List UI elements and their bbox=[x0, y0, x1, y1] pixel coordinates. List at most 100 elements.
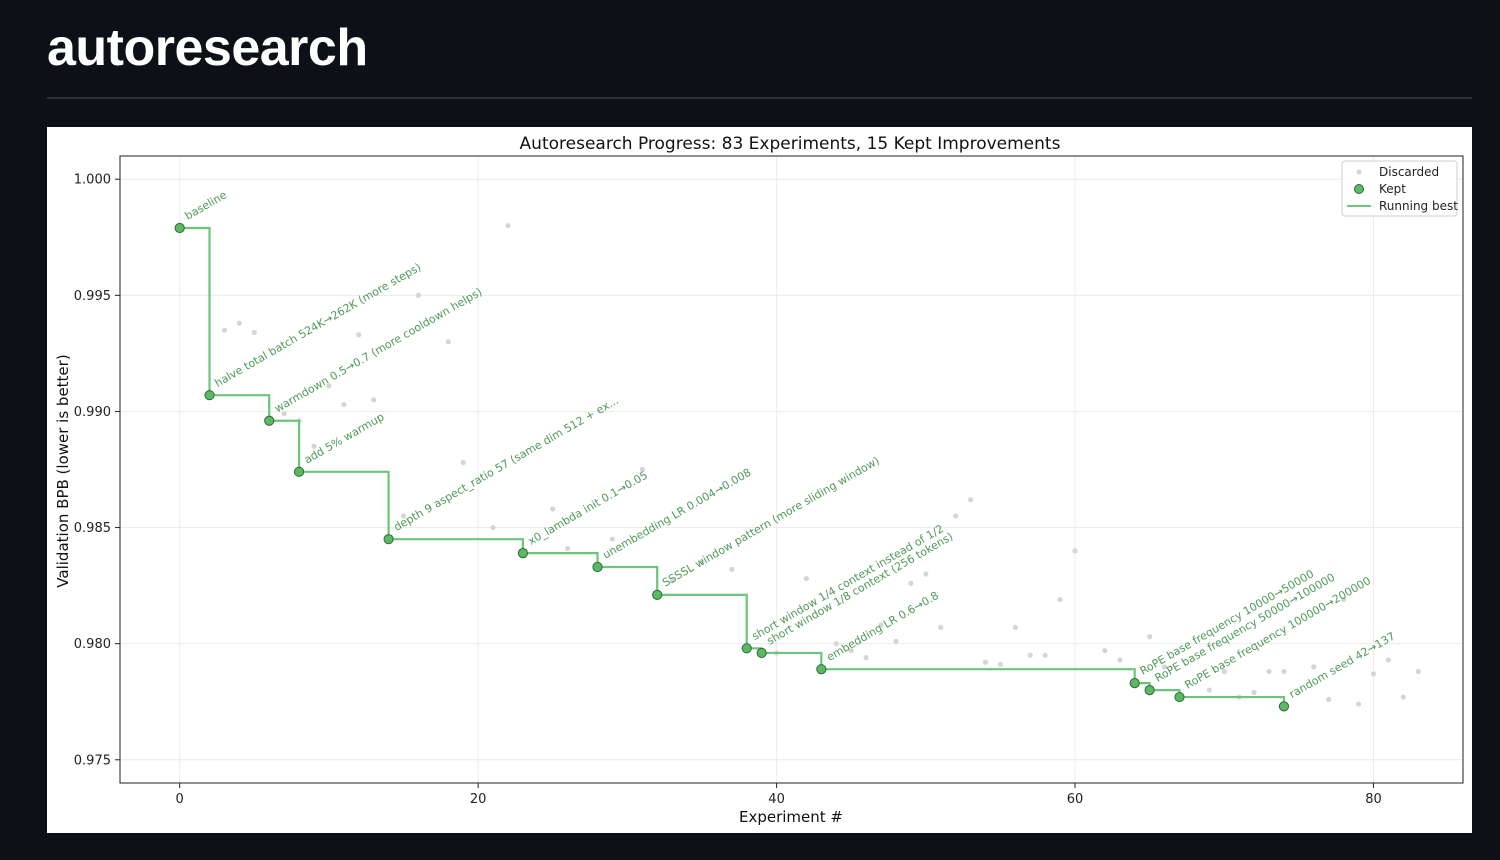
discarded-point bbox=[1400, 694, 1406, 700]
kept-annotation: random seed 42→137 bbox=[1287, 630, 1398, 701]
kept-annotation: warmdown 0.5→0.7 (more cooldown helps) bbox=[272, 285, 484, 415]
y-tick-label: 0.990 bbox=[74, 405, 111, 420]
legend-discarded-label: Discarded bbox=[1379, 165, 1439, 179]
discarded-point bbox=[1161, 664, 1168, 670]
discarded-point bbox=[1057, 596, 1063, 603]
y-tick-label: 0.995 bbox=[74, 289, 111, 304]
kept-point bbox=[756, 647, 767, 659]
discarded-point bbox=[1042, 652, 1048, 658]
discarded-point bbox=[967, 497, 974, 503]
discarded-point bbox=[938, 624, 944, 631]
kept-point bbox=[293, 466, 305, 477]
discarded-point bbox=[445, 339, 451, 345]
discarded-point bbox=[550, 506, 556, 512]
kept-point bbox=[1278, 701, 1290, 712]
kept-annotation: RoPE base frequency 50000→100000 bbox=[1153, 571, 1338, 685]
kept-point bbox=[741, 643, 752, 654]
discarded-point bbox=[1266, 668, 1272, 675]
discarded-point bbox=[1311, 664, 1317, 670]
discarded-point bbox=[505, 223, 511, 229]
discarded-point bbox=[251, 329, 257, 336]
plot-frame bbox=[119, 155, 1464, 784]
discarded-point bbox=[1147, 634, 1153, 640]
discarded-point bbox=[311, 443, 317, 449]
discarded-point bbox=[326, 383, 332, 389]
legend: Discarded Kept Running best bbox=[1341, 160, 1458, 217]
running-best-line bbox=[179, 226, 1286, 707]
legend-kept-marker bbox=[1354, 184, 1364, 194]
discarded-point bbox=[863, 655, 869, 661]
discarded-point bbox=[908, 580, 914, 586]
discarded-point bbox=[833, 641, 839, 647]
discarded-point bbox=[1072, 548, 1078, 554]
kept-point bbox=[652, 589, 663, 600]
kept-point bbox=[383, 534, 394, 545]
data-layer: baseline halve total batch 524K→262K (mor… bbox=[174, 188, 1421, 712]
kept-point bbox=[1174, 691, 1185, 703]
discarded-point bbox=[803, 576, 810, 582]
discarded-point bbox=[1355, 701, 1362, 707]
discarded-point bbox=[1385, 657, 1391, 663]
discarded-point bbox=[490, 524, 496, 531]
discarded-point bbox=[400, 513, 407, 519]
discarded-point bbox=[699, 559, 705, 565]
discarded-point bbox=[1027, 652, 1033, 658]
kept-annotation: halve total batch 524K→262K (more steps) bbox=[213, 261, 424, 390]
y-tick-label: 1.000 bbox=[74, 173, 111, 188]
discarded-point bbox=[639, 466, 645, 473]
discarded-point bbox=[341, 401, 347, 408]
discarded-point bbox=[281, 411, 287, 417]
x-tick-label: 20 bbox=[470, 792, 487, 807]
grid-layer bbox=[120, 156, 1463, 783]
kept-point bbox=[264, 415, 275, 426]
kept-point bbox=[1144, 685, 1155, 696]
kept-point bbox=[174, 222, 185, 234]
discarded-point bbox=[953, 513, 959, 519]
discarded-point bbox=[1370, 671, 1377, 677]
kept-annotation: short window 1/8 context (256 tokens) bbox=[765, 530, 956, 648]
discarded-point bbox=[236, 320, 242, 326]
y-axis-label: Validation BPB (lower is better) bbox=[54, 354, 72, 587]
discarded-point bbox=[1012, 624, 1018, 631]
y-tick-label: 0.980 bbox=[74, 637, 111, 652]
discarded-point bbox=[893, 638, 899, 644]
discarded-point bbox=[565, 545, 571, 552]
y-tick-label: 0.985 bbox=[74, 521, 111, 536]
axes-layer: 0 20 40 60 80 0.975 0.980 0.985 0.990 0.995 1.000 bbox=[74, 173, 1382, 807]
discarded-point bbox=[1326, 696, 1332, 703]
progress-chart: Autoresearch Progress: 83 Experiments, 1… bbox=[54, 134, 1464, 826]
discarded-point bbox=[1206, 687, 1212, 693]
x-tick-label: 80 bbox=[1365, 792, 1382, 807]
title-divider bbox=[47, 97, 1472, 99]
discarded-point bbox=[923, 571, 929, 577]
discarded-point bbox=[1117, 657, 1123, 663]
discarded-point bbox=[609, 536, 616, 542]
legend-frame bbox=[1341, 160, 1458, 217]
discarded-point bbox=[1251, 689, 1257, 696]
kept-annotation: baseline bbox=[183, 188, 230, 222]
y-tick-label: 0.975 bbox=[74, 753, 111, 768]
kept-point bbox=[517, 548, 528, 559]
kept-point bbox=[1129, 678, 1140, 689]
page-title: autoresearch bbox=[47, 19, 368, 77]
discarded-point bbox=[460, 459, 466, 466]
legend-kept-label: Kept bbox=[1379, 182, 1406, 196]
discarded-point bbox=[1102, 648, 1108, 654]
discarded-point bbox=[356, 332, 362, 338]
kept-point bbox=[816, 664, 827, 675]
x-tick-label: 60 bbox=[1067, 792, 1084, 807]
discarded-point bbox=[729, 566, 735, 572]
legend-running-best-label: Running best bbox=[1379, 199, 1458, 213]
kept-annotation: short window 1/4 context instead of 1/2 bbox=[750, 522, 946, 643]
discarded-point bbox=[1281, 668, 1287, 675]
discarded-point bbox=[1221, 668, 1227, 675]
kept-annotation: SSSSL window pattern (more sliding windo… bbox=[660, 454, 882, 589]
discarded-point bbox=[415, 292, 422, 298]
discarded-point bbox=[669, 578, 675, 584]
discarded-point bbox=[221, 327, 228, 333]
legend-discarded-marker bbox=[1356, 169, 1362, 175]
kept-point bbox=[592, 561, 603, 573]
discarded-point bbox=[1415, 668, 1421, 675]
kept-annotation: add 5% warmup bbox=[302, 410, 386, 466]
chart-title: Autoresearch Progress: 83 Experiments, 1… bbox=[520, 134, 1061, 154]
